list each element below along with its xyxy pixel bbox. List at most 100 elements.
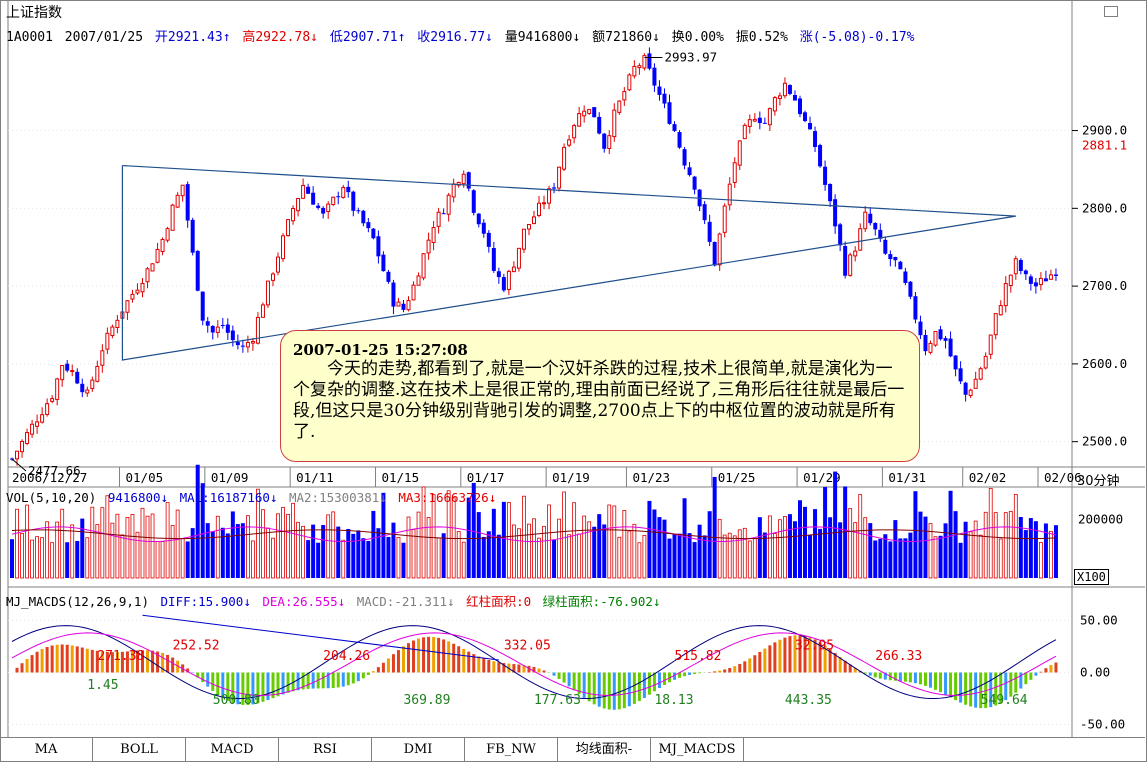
candle-down — [888, 254, 893, 260]
candle-down — [677, 132, 682, 148]
tab-fb-nw[interactable]: FB_NW — [465, 738, 558, 762]
candle-up — [617, 100, 622, 113]
volume-bar-down — [441, 533, 446, 578]
price-tick-label: 2600.0 — [1082, 356, 1127, 371]
candle-up — [215, 326, 220, 333]
date-tick-label: 02/02 — [969, 470, 1007, 485]
volume-bar-up — [778, 519, 782, 579]
candle-down — [496, 271, 501, 278]
candle-up — [95, 365, 100, 382]
low-label: 低2907.71↑ — [329, 30, 406, 45]
candle-down — [818, 145, 823, 167]
candle-up — [45, 403, 50, 415]
candle-up — [260, 304, 265, 318]
volume-bar-down — [316, 542, 321, 578]
volume-bar-up — [100, 507, 105, 579]
candle-up — [727, 183, 732, 206]
volume-bar-down — [501, 501, 506, 578]
volume-bar-up — [271, 537, 275, 579]
volume-bar-down — [185, 541, 190, 578]
volume-bar-down — [828, 517, 833, 578]
volume-label: 量9416800↓ — [504, 30, 581, 45]
tab-mj-macds[interactable]: MJ_MACDS — [651, 738, 744, 762]
volume-bar-up — [722, 534, 727, 579]
volume-bar-up — [45, 521, 50, 579]
tab-rsi[interactable]: RSI — [279, 738, 372, 762]
candle-up — [291, 207, 296, 222]
candle-down — [466, 172, 471, 189]
macd-green-label: 177.63 — [534, 693, 581, 708]
volume-bar-down — [1053, 525, 1058, 578]
volume-bar-up — [577, 533, 582, 579]
candle-down — [1028, 276, 1033, 284]
volume-bar-up — [1049, 530, 1053, 579]
tab-ma-area[interactable]: 均线面积- — [558, 738, 651, 762]
candle-up — [25, 432, 30, 444]
annotation-note: 2007-01-25 15:27:08 今天的走势,都看到了,就是一个汉奸杀跌的… — [280, 330, 920, 462]
candle-up — [35, 421, 40, 427]
volume-bar-up — [617, 536, 622, 579]
tab-dmi[interactable]: DMI — [372, 738, 465, 762]
candle-down — [667, 102, 672, 124]
volume-bar-up — [446, 490, 451, 579]
candle-up — [742, 124, 747, 140]
volume-bar-up — [1008, 511, 1013, 579]
tab-ma[interactable]: MA — [0, 738, 93, 762]
candle-up — [853, 250, 858, 257]
volume-bar-up — [416, 511, 421, 579]
date-tick-label: 01/31 — [888, 470, 926, 485]
vol-ma3: MA3:16663726↓ — [398, 490, 497, 505]
candle-down — [592, 107, 597, 118]
volume-bar-up — [160, 541, 165, 579]
volume-bar-down — [602, 524, 607, 578]
macd-red-label: 266.33 — [875, 649, 922, 664]
volume-bar-up — [245, 515, 250, 579]
candle-up — [90, 379, 95, 389]
candle-up — [1003, 283, 1008, 307]
volume-bar-down — [953, 511, 958, 578]
volume-bar-up — [276, 513, 280, 579]
candle-down — [391, 282, 396, 307]
candle-down — [230, 330, 235, 341]
maximize-icon[interactable] — [1104, 6, 1118, 17]
volume-bar-up — [527, 523, 531, 579]
volume-bar-up — [522, 495, 526, 579]
volume-bar-up — [90, 506, 95, 579]
volume-bar-down — [401, 542, 406, 578]
date-tick-label: 01/05 — [126, 470, 164, 485]
tab-macd[interactable]: MACD — [186, 738, 279, 762]
volume-bar-down — [813, 509, 818, 578]
candle-up — [175, 194, 180, 208]
volume-bar-up — [737, 529, 742, 579]
candle-up — [928, 342, 933, 353]
volume-bar-down — [205, 523, 210, 578]
volume-bar-down — [687, 533, 692, 578]
timeframe-label[interactable]: 30分钟 — [1077, 474, 1120, 489]
volume-bar-down — [868, 523, 873, 578]
candle-up — [140, 283, 145, 293]
volume-bar-up — [627, 530, 632, 579]
volume-bar-down — [371, 510, 376, 578]
candle-down — [371, 228, 376, 239]
volume-bar-up — [456, 531, 461, 579]
volume-bar-up — [582, 515, 587, 579]
change-label: 涨(-5.08)-0.17% — [799, 30, 915, 45]
tab-boll[interactable]: BOLL — [93, 738, 186, 762]
volume-bar-down — [818, 528, 823, 578]
date-label: 2007/01/25 — [64, 30, 144, 45]
candle-down — [597, 116, 602, 134]
candle-down — [481, 222, 486, 234]
volume-bar-up — [512, 524, 516, 579]
candle-down — [948, 338, 953, 357]
volume-bar-down — [908, 532, 913, 578]
candle-down — [883, 239, 888, 254]
volume-bar-down — [682, 498, 687, 578]
candle-down — [838, 224, 843, 246]
candle-up — [180, 184, 185, 197]
candle-up — [170, 204, 175, 231]
candle-down — [707, 221, 712, 242]
volume-bar-down — [346, 528, 351, 578]
candle-down — [75, 371, 80, 384]
volume-bar-down — [923, 516, 928, 578]
